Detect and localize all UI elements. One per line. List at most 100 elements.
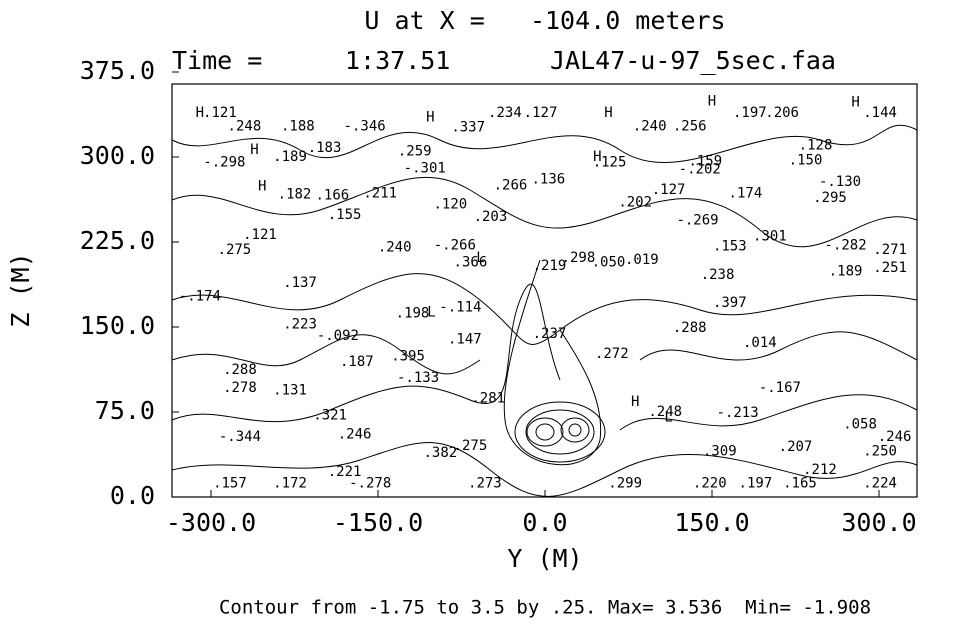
subtitle: JAL47-u-97_5sec.faa [550, 46, 836, 75]
contour-label: .144 [863, 105, 897, 121]
contour-label: .050 [592, 254, 626, 270]
contour-label: -.346 [344, 118, 386, 134]
contour-label: -.298 [203, 155, 245, 171]
contour-label: .187 [340, 354, 374, 370]
contour-label: .248 [228, 118, 262, 134]
contour-label: .172 [273, 475, 307, 491]
contour-label: .206 [765, 105, 799, 121]
contour-label: H [604, 105, 612, 121]
contour-label: .150 [789, 152, 823, 168]
contour-label: .397 [713, 295, 747, 311]
contour-label: -.266 [434, 237, 476, 253]
contour-label: .251 [873, 260, 907, 276]
contour-label: .174 [729, 185, 763, 201]
contour-label: .147 [448, 331, 482, 347]
contour-label: .298 [562, 250, 596, 266]
contour-label: .014 [743, 335, 777, 351]
contour-label: .207 [779, 439, 813, 455]
contour-line [561, 418, 589, 442]
contour-label: H [250, 142, 258, 158]
contour-label: .288 [673, 320, 707, 336]
chart: U at X = -104.0 meters Time = 1:37.51 JA… [0, 0, 971, 624]
contour-label: .256 [673, 118, 707, 134]
contour-label: .166 [315, 188, 349, 204]
contour-label: .272 [595, 346, 629, 362]
contour-label: H [708, 93, 716, 109]
contour-label: .198 [396, 305, 430, 321]
contour-label: .337 [451, 120, 485, 136]
contour-label: .382 [423, 445, 457, 461]
x-tick-label: 150.0 [674, 508, 749, 537]
contour-label: .299 [608, 475, 642, 491]
contour-label: .301 [753, 228, 787, 244]
contour-label: .281 [471, 390, 505, 406]
contour-label: -.213 [717, 405, 759, 421]
contour-label: -.174 [179, 288, 221, 304]
subtitle: Time = [172, 46, 262, 75]
contour-line [536, 424, 554, 440]
contour-label: .266 [494, 177, 528, 193]
contour-label: H [426, 109, 434, 125]
contour-label: .131 [273, 382, 307, 398]
chart-title: U at X = -104.0 meters [364, 6, 725, 35]
x-tick-label: 300.0 [841, 508, 916, 537]
contour-label: L [476, 250, 484, 266]
contour-label: .288 [223, 362, 257, 378]
x-axis-label: Y (M) [507, 544, 582, 573]
contour-label: .211 [363, 185, 397, 201]
contour-label: .136 [531, 172, 565, 188]
contour-line [515, 402, 605, 462]
x-tick-label: 0.0 [522, 508, 567, 537]
contour-label: .188 [281, 118, 315, 134]
contour-label: .273 [468, 475, 502, 491]
contour-line [504, 260, 600, 465]
contour-label: -.278 [349, 475, 391, 491]
contour-label: .271 [873, 242, 907, 258]
x-tick-label: -300.0 [166, 508, 256, 537]
contour-label: .234 [488, 105, 522, 121]
contour-label: L [427, 304, 435, 320]
y-tick-label: 75.0 [95, 396, 155, 425]
contour-label: .155 [328, 207, 362, 223]
contour-label: -.301 [404, 160, 446, 176]
contour-label: H [851, 95, 859, 111]
contour-label: .223 [283, 317, 317, 333]
contour-label: -.092 [317, 328, 359, 344]
contour-label: .395 [391, 348, 425, 364]
contour-label: .182 [278, 186, 312, 202]
contour-label: .295 [813, 190, 847, 206]
y-tick-label: 300.0 [80, 141, 155, 170]
contour-label: .189 [829, 263, 863, 279]
contour-label: H [631, 394, 639, 410]
contour-label: .189 [273, 149, 307, 165]
y-tick-label: 150.0 [80, 311, 155, 340]
contour-label: -.202 [679, 161, 721, 177]
contour-label: .275 [218, 242, 252, 258]
y-tick-label: 0.0 [110, 481, 155, 510]
contour-label: -.133 [397, 370, 439, 386]
contour-label: .019 [625, 252, 659, 268]
footer: Contour from -1.75 to 3.5 by .25. Max= 3… [219, 597, 871, 619]
contour-label: .278 [223, 380, 257, 396]
contour-label: .127 [524, 105, 558, 121]
contour-label: .246 [338, 427, 372, 443]
contour-label: .250 [863, 444, 897, 460]
contour-label: .224 [863, 475, 897, 491]
subtitle: 1:37.51 [345, 46, 450, 75]
contour-label: .137 [283, 275, 317, 291]
contour-label: .238 [701, 267, 735, 283]
contour-label: -.344 [219, 429, 261, 445]
contour-label: .128 [799, 138, 833, 154]
x-tick-label: -150.0 [333, 508, 423, 537]
contour-label: .237 [533, 326, 567, 342]
contour-label: .203 [474, 209, 508, 225]
contour-label: -.130 [819, 174, 861, 190]
contour-label: -.282 [825, 237, 867, 253]
y-axis-label: Z (M) [6, 252, 35, 327]
y-tick-label: 225.0 [80, 226, 155, 255]
contour-line [569, 424, 581, 436]
contour-label: .246 [878, 429, 912, 445]
contour-label: .240 [378, 240, 412, 256]
contour-label: .212 [803, 462, 837, 478]
contour-label: -.269 [676, 212, 718, 228]
